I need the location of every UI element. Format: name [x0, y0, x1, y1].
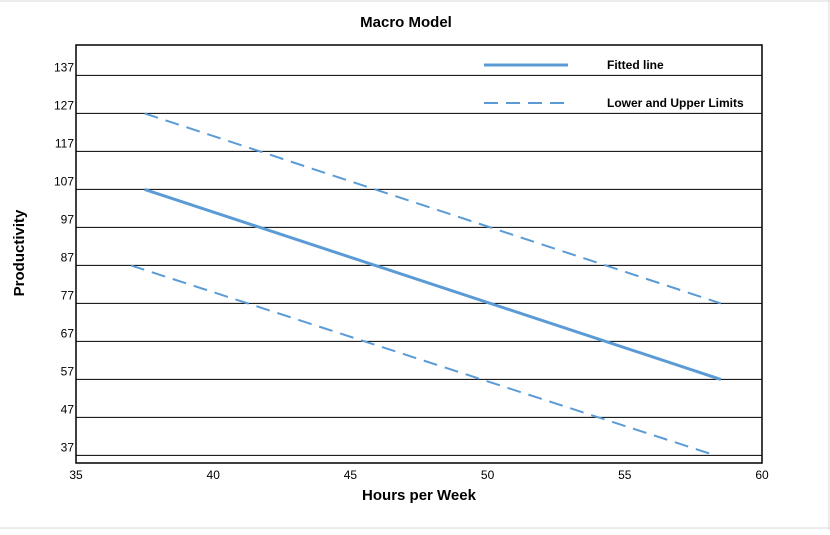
legend-label: Lower and Upper Limits — [607, 96, 744, 110]
y-tick-label: 67 — [61, 326, 75, 340]
y-tick-label: 87 — [61, 250, 75, 264]
x-axis-tick-labels: 35 40 45 50 55 60 — [69, 468, 769, 482]
y-tick-label: 57 — [61, 364, 75, 378]
y-tick-label: 107 — [54, 174, 74, 188]
x-tick-label: 60 — [755, 468, 769, 482]
series-line-lower-limit — [130, 264, 716, 457]
y-axis-label: Productivity — [11, 209, 28, 296]
x-tick-label: 35 — [69, 468, 83, 482]
plot-area-frame — [75, 44, 763, 464]
x-tick-label: 45 — [344, 468, 358, 482]
x-axis-label: Hours per Week — [362, 487, 477, 504]
legend: Fitted line Lower and Upper Limits — [484, 58, 744, 110]
legend-label: Fitted line — [607, 58, 664, 72]
series-line-fitted-line — [144, 187, 722, 381]
y-tick-label: 37 — [61, 440, 75, 454]
y-tick-label: 77 — [61, 288, 75, 302]
x-tick-label: 40 — [207, 468, 221, 482]
y-axis-tick-labels: 37 47 57 67 77 87 97 107 117 127 137 — [54, 60, 74, 454]
y-tick-label: 47 — [61, 402, 75, 416]
y-tick-label: 117 — [55, 136, 74, 150]
gridlines — [76, 74, 762, 456]
y-tick-label: 137 — [54, 60, 74, 74]
x-tick-label: 55 — [618, 468, 632, 482]
y-tick-label: 97 — [61, 212, 75, 226]
series-lines — [130, 112, 722, 457]
chart-title: Macro Model — [360, 14, 452, 31]
y-tick-label: 127 — [54, 98, 74, 112]
x-tick-label: 50 — [481, 468, 495, 482]
series-line-upper-limit — [144, 112, 722, 305]
